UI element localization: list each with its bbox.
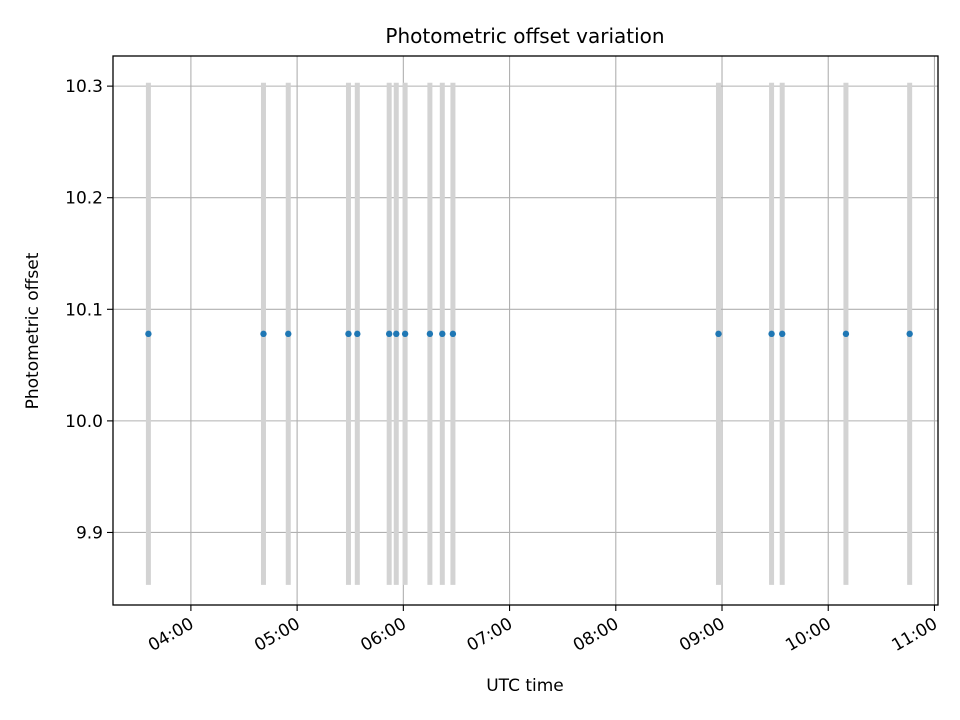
data-point (906, 330, 913, 338)
data-points (145, 330, 913, 338)
data-point (385, 330, 393, 338)
x-axis-label: UTC time (486, 676, 564, 696)
data-point (715, 330, 722, 338)
grid (113, 56, 938, 605)
data-point (285, 330, 292, 338)
y-axis: 9.9 10.0 10.1 10.2 10.3 (65, 77, 113, 543)
data-point (779, 330, 786, 338)
data-point (354, 330, 361, 338)
chart-title: Photometric offset variation (385, 24, 664, 48)
data-point (393, 330, 400, 338)
data-point (345, 330, 352, 338)
plot-frame (112, 55, 939, 606)
y-tick-label: 10.0 (65, 412, 103, 432)
y-tick-label: 9.9 (76, 523, 103, 543)
y-tick-label: 10.1 (65, 300, 103, 320)
y-tick-label: 10.2 (65, 189, 103, 209)
data-point (145, 330, 152, 338)
data-point (439, 330, 446, 338)
data-point (449, 330, 457, 338)
data-point (768, 330, 775, 338)
data-point (260, 330, 267, 338)
data-point (842, 330, 850, 338)
data-point (426, 330, 434, 338)
y-axis-label: Photometric offset (23, 252, 43, 409)
data-point (401, 330, 409, 338)
y-tick-label: 10.3 (65, 77, 103, 97)
